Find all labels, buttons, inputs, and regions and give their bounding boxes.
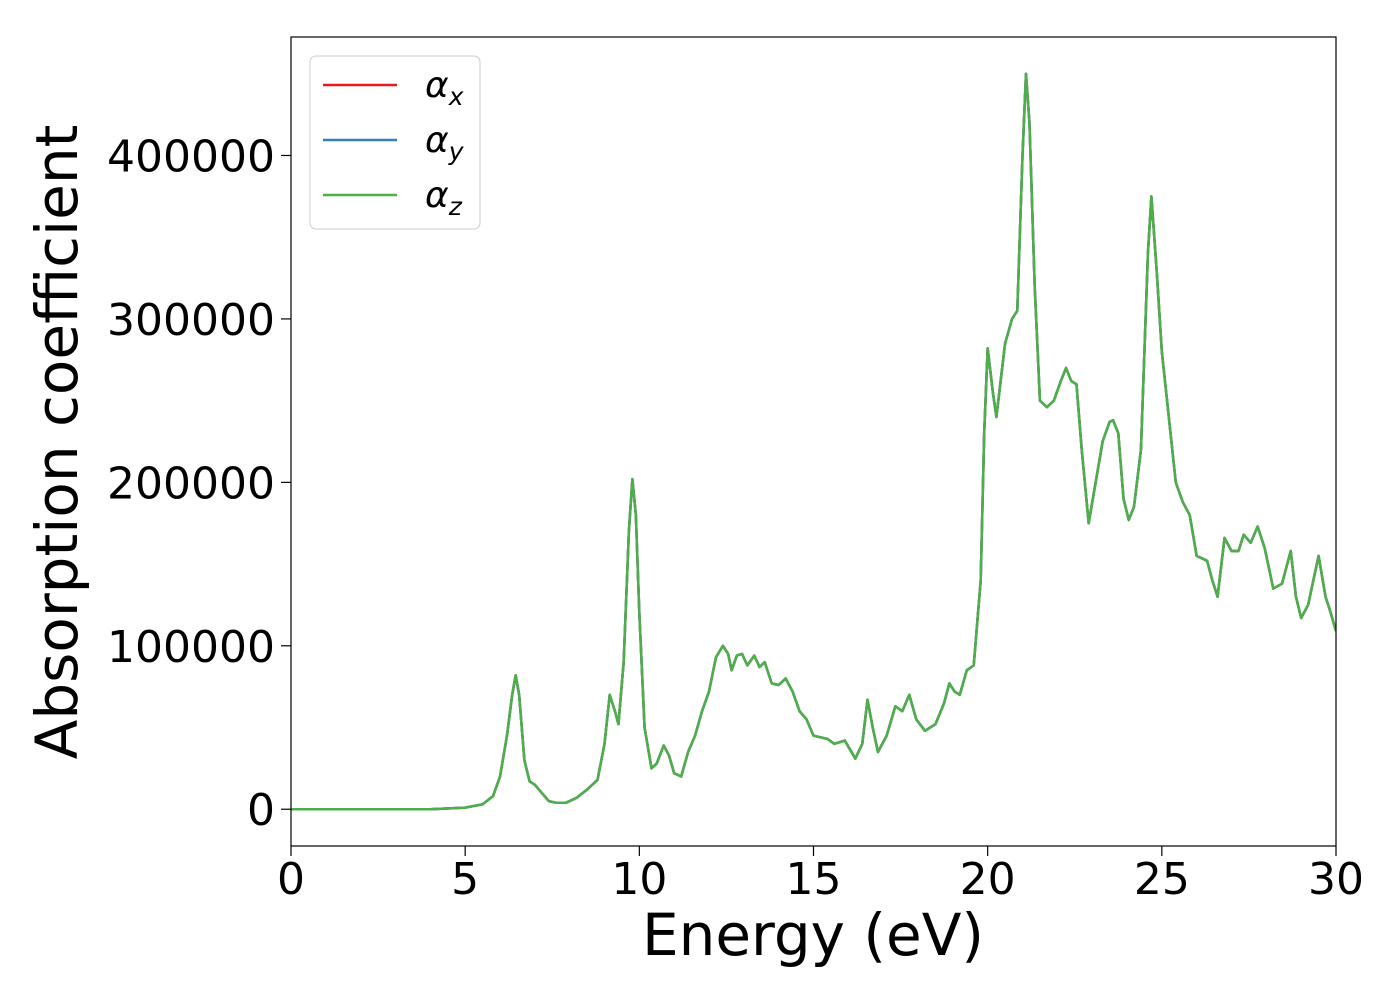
x-axis-label: Energy (eV) bbox=[642, 901, 984, 969]
legend-label: αx bbox=[425, 65, 464, 111]
y-tick-label: 400000 bbox=[107, 131, 275, 182]
plot-lines bbox=[291, 72, 1336, 811]
legend-label: αz bbox=[425, 175, 463, 221]
legend: αx αy αz bbox=[309, 55, 481, 230]
x-tick-label: 0 bbox=[277, 854, 305, 905]
y-tick-label: 300000 bbox=[107, 295, 275, 346]
y-tick-label: 0 bbox=[247, 785, 275, 836]
x-tick-label: 15 bbox=[786, 854, 842, 905]
legend-label: αy bbox=[425, 120, 465, 166]
x-tick-label: 20 bbox=[960, 854, 1016, 905]
x-tick-label: 25 bbox=[1134, 854, 1190, 905]
x-tick-label: 10 bbox=[611, 854, 667, 905]
y-tick-label: 200000 bbox=[107, 458, 275, 509]
y-tick-label: 100000 bbox=[107, 622, 275, 673]
series-line bbox=[291, 72, 1336, 811]
x-tick-label: 5 bbox=[451, 854, 479, 905]
y-axis-label: Absorption coefficient bbox=[23, 125, 91, 760]
legend-box bbox=[309, 55, 481, 230]
x-tick-label: 30 bbox=[1308, 854, 1364, 905]
